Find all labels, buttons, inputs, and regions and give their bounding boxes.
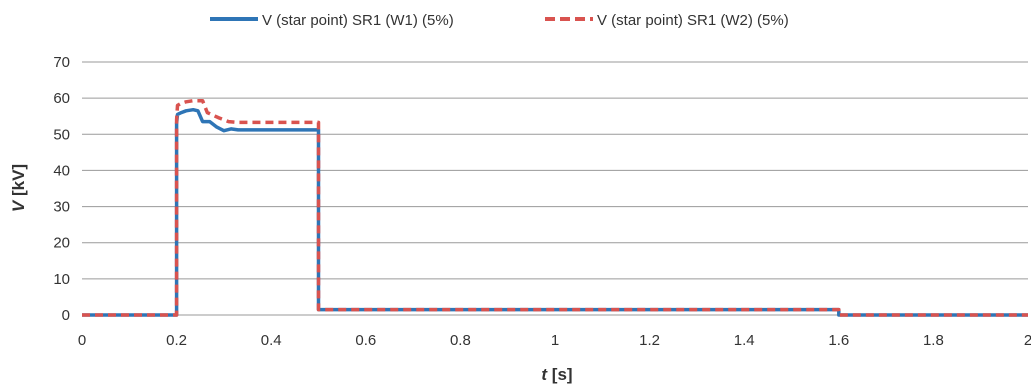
y-tick-label: 10 <box>53 271 70 288</box>
y-tick-label: 50 <box>53 126 70 143</box>
plot-series <box>82 98 1028 317</box>
x-tick-label: 0 <box>78 332 86 349</box>
x-tick-label: 0.8 <box>450 332 471 349</box>
series-line-1 <box>82 107 1028 317</box>
legend-label-w1: V (star point) SR1 (W1) (5%) <box>262 12 454 29</box>
y-tick-label: 70 <box>53 54 70 71</box>
y-axis-unit: [kV] <box>9 164 28 201</box>
x-axis-unit: [s] <box>547 365 573 384</box>
x-tick-label: 1.4 <box>734 332 755 349</box>
x-tick-label: 0.2 <box>166 332 187 349</box>
x-axis-ticks: 0 0.2 0.4 0.6 0.8 1 1.2 1.4 1.6 1.8 2 <box>78 332 1031 349</box>
x-tick-label: 2 <box>1024 332 1031 349</box>
gridlines <box>82 61 1028 316</box>
x-axis-title: t [s] <box>541 365 572 384</box>
legend-label-w2: V (star point) SR1 (W2) (5%) <box>597 12 789 29</box>
y-tick-label: 30 <box>53 199 70 216</box>
y-tick-label: 40 <box>53 162 70 179</box>
y-tick-label: 60 <box>53 90 70 107</box>
x-tick-label: 0.6 <box>355 332 376 349</box>
x-tick-label: 1.6 <box>828 332 849 349</box>
y-tick-label: 20 <box>53 235 70 252</box>
legend: V (star point) SR1 (W1) (5%) V (star poi… <box>210 12 789 29</box>
x-tick-label: 1.2 <box>639 332 660 349</box>
y-axis-ticks: 0 10 20 30 40 50 60 70 <box>53 54 70 324</box>
x-tick-label: 1 <box>551 332 559 349</box>
x-tick-label: 0.4 <box>261 332 282 349</box>
y-axis-title: V [kV] <box>9 164 28 212</box>
x-tick-label: 1.8 <box>923 332 944 349</box>
y-axis-var: V <box>9 199 28 212</box>
y-tick-label: 0 <box>62 307 70 324</box>
x-axis-var: t <box>541 365 548 384</box>
series-line-2 <box>82 98 1028 317</box>
